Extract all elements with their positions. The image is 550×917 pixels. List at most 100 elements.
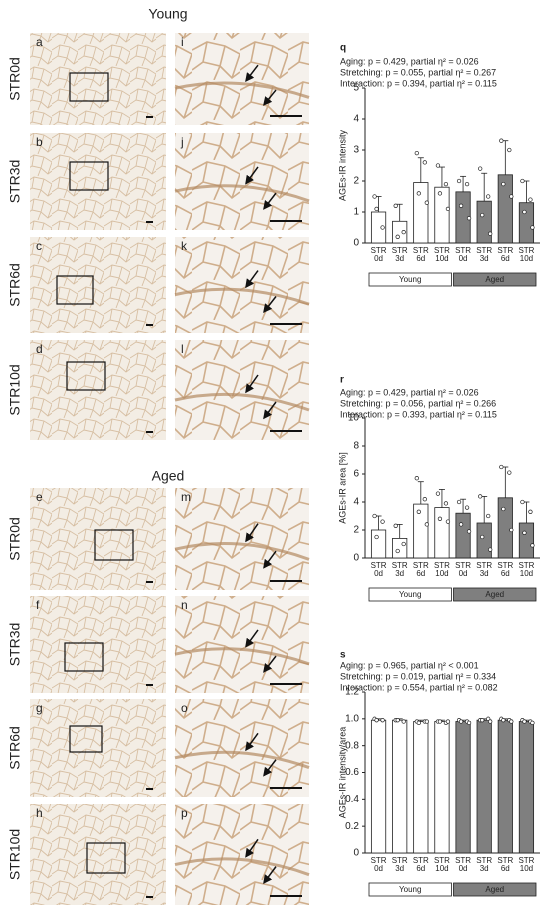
annotation: Aging: p = 0.429, partial η² = 0.026: [340, 56, 479, 66]
data-point: [422, 160, 427, 165]
micrograph-zoom: [175, 340, 309, 440]
x-tick-label: STR 3d: [391, 247, 408, 263]
arrow: [245, 270, 259, 289]
x-tick-label: STR 6d: [497, 857, 514, 873]
data-point: [501, 718, 506, 723]
panel-letter: j: [180, 135, 184, 149]
tissue-streak: [174, 287, 310, 306]
x-tick-label: STR 0d: [370, 247, 387, 263]
panel-letter: s: [340, 650, 346, 661]
data-point: [486, 513, 491, 519]
panel-letter: n: [181, 598, 188, 612]
row-label: STR0d: [7, 57, 23, 101]
data-point: [480, 212, 485, 218]
x-tick-label: STR 6d: [413, 857, 429, 873]
data-point: [530, 225, 535, 230]
group-label: Aged: [485, 275, 504, 284]
data-point: [464, 505, 470, 510]
x-tick-label: STR 3d: [476, 562, 492, 578]
data-point: [466, 216, 472, 221]
panel-letter: d: [36, 342, 43, 356]
micrograph-zoom: [175, 488, 309, 590]
data-point: [395, 234, 400, 239]
x-tick-label: STR 0d: [370, 247, 387, 263]
x-tick-label: STR 6d: [412, 247, 429, 263]
annotation: Stretching: p = 0.055, partial η² = 0.26…: [340, 67, 496, 77]
x-tick-label: STR 3d: [391, 857, 408, 873]
data-point: [437, 719, 443, 724]
x-tick-label: STR 0d: [370, 562, 387, 578]
x-tick-label: STR 0d: [370, 857, 387, 873]
data-point: [499, 464, 504, 470]
data-point: [466, 720, 472, 726]
x-tick-label: STR 10d: [518, 562, 535, 578]
inset-box: [86, 842, 126, 874]
data-point: [424, 522, 429, 527]
x-tick-label: STR 10d: [518, 857, 534, 873]
inset-box: [69, 725, 103, 753]
tissue-streak: [174, 647, 310, 666]
arrow: [245, 64, 259, 83]
x-tick-label: STR 3d: [476, 857, 493, 873]
panel-letter: i: [181, 35, 184, 49]
arrow: [263, 866, 277, 884]
x-tick-label: STR 3d: [391, 857, 408, 873]
x-tick-label: STR 6d: [412, 247, 429, 263]
section-title: Aged: [152, 468, 185, 484]
data-point: [372, 513, 377, 519]
bar: [434, 507, 450, 559]
data-point: [445, 719, 451, 724]
y-tick-label: 0: [353, 553, 359, 564]
micrograph: [30, 804, 166, 905]
section-title: Young: [148, 6, 187, 22]
x-tick-label: STR 0d: [455, 857, 471, 873]
micrograph: [30, 596, 166, 693]
y-tick-label: 3: [353, 145, 359, 156]
x-tick-label: STR 6d: [413, 562, 429, 578]
arrow: [263, 192, 277, 210]
x-tick-label: STR 0d: [455, 562, 471, 578]
data-point: [486, 194, 491, 199]
y-axis-label: AGEs-IR intensity: [337, 129, 347, 201]
bar: [413, 721, 429, 854]
x-tick-label: STR 0d: [370, 562, 387, 578]
panel-letter: f: [36, 598, 40, 612]
y-tick-label: 4: [353, 114, 359, 125]
x-tick-label: STR 10d: [433, 857, 450, 873]
group-label: Young: [399, 275, 421, 284]
y-tick-label: 1: [353, 207, 359, 218]
data-point: [478, 494, 483, 499]
group-box: [368, 882, 452, 897]
data-point: [522, 530, 527, 535]
micrograph-zoom: [175, 596, 309, 693]
group-box: [368, 587, 452, 602]
group-label: Aged: [485, 590, 504, 599]
bar: [497, 174, 513, 244]
x-tick-label: STR 10d: [518, 562, 535, 578]
data-point: [372, 194, 377, 199]
data-point: [401, 719, 406, 724]
bar: [518, 522, 535, 559]
row-label: STR10d: [7, 829, 23, 880]
row-label: STR6d: [7, 263, 23, 307]
arrow: [245, 374, 259, 394]
data-point: [488, 231, 493, 236]
data-point: [458, 203, 464, 208]
group-label: Aged: [485, 885, 504, 894]
tissue-streak: [174, 750, 310, 770]
panel-letter: m: [181, 490, 191, 504]
data-point: [480, 534, 485, 540]
x-tick-label: STR 3d: [391, 562, 408, 578]
bar: [497, 497, 513, 559]
data-point: [466, 529, 472, 534]
x-tick-label: STR 0d: [370, 857, 387, 873]
bar: [434, 186, 450, 244]
bar: [455, 721, 471, 854]
data-point: [443, 501, 449, 506]
data-point: [507, 470, 512, 475]
y-tick-label: 8: [353, 441, 359, 452]
row-label: STR10d: [7, 364, 23, 415]
data-point: [488, 719, 493, 724]
bar: [518, 721, 535, 854]
